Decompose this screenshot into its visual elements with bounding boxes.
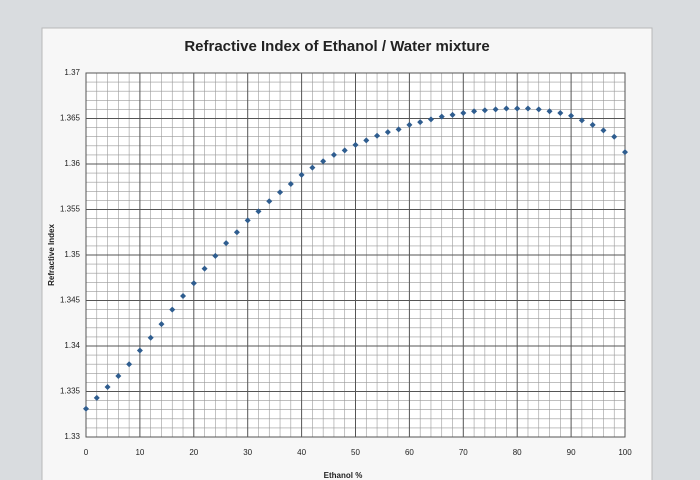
x-tick-label: 90 bbox=[567, 448, 576, 457]
data-point bbox=[93, 394, 100, 401]
data-point bbox=[298, 171, 305, 178]
data-point bbox=[223, 240, 230, 247]
data-point bbox=[449, 111, 456, 118]
data-point bbox=[341, 147, 348, 154]
y-axis-title: Refractive Index bbox=[47, 224, 56, 286]
data-point bbox=[212, 252, 219, 259]
data-point bbox=[320, 158, 327, 165]
y-tick-label: 1.365 bbox=[60, 114, 81, 123]
data-point bbox=[147, 334, 154, 341]
data-point bbox=[535, 106, 542, 113]
data-point bbox=[374, 132, 381, 139]
data-point bbox=[233, 229, 240, 236]
data-point bbox=[578, 117, 585, 124]
data-point bbox=[136, 347, 143, 354]
y-tick-label: 1.34 bbox=[64, 341, 80, 350]
x-tick-label: 10 bbox=[135, 448, 144, 457]
data-point bbox=[384, 129, 391, 136]
data-point bbox=[546, 108, 553, 115]
data-point bbox=[244, 217, 251, 224]
x-tick-label: 70 bbox=[459, 448, 468, 457]
data-point bbox=[524, 105, 531, 112]
data-point bbox=[104, 383, 111, 390]
data-point bbox=[352, 141, 359, 148]
data-point bbox=[557, 110, 564, 117]
data-point bbox=[600, 127, 607, 134]
data-point bbox=[83, 405, 89, 412]
data-point bbox=[568, 112, 575, 119]
x-tick-label: 40 bbox=[297, 448, 306, 457]
plot-border bbox=[85, 72, 626, 438]
y-tick-label: 1.345 bbox=[60, 296, 81, 305]
y-tick-label: 1.33 bbox=[64, 432, 80, 441]
data-point bbox=[471, 108, 478, 115]
data-point bbox=[611, 133, 618, 140]
data-point bbox=[330, 151, 337, 158]
data-point bbox=[622, 149, 628, 156]
data-point bbox=[309, 164, 316, 171]
x-tick-label: 60 bbox=[405, 448, 414, 457]
data-point bbox=[589, 121, 596, 128]
data-point bbox=[427, 116, 434, 123]
data-point bbox=[481, 107, 488, 114]
data-point bbox=[395, 126, 402, 133]
data-point bbox=[126, 361, 133, 368]
x-tick-label: 0 bbox=[84, 448, 89, 457]
data-point bbox=[406, 121, 413, 128]
data-point bbox=[503, 105, 510, 112]
data-point bbox=[158, 321, 165, 328]
x-tick-label: 20 bbox=[189, 448, 198, 457]
data-point bbox=[201, 265, 208, 272]
data-point bbox=[190, 280, 197, 287]
data-point bbox=[180, 292, 187, 299]
y-tick-label: 1.335 bbox=[60, 387, 81, 396]
data-point bbox=[460, 110, 467, 117]
x-tick-label: 100 bbox=[618, 448, 632, 457]
y-tick-label: 1.37 bbox=[64, 68, 80, 77]
data-point bbox=[169, 306, 176, 313]
y-tick-label: 1.355 bbox=[60, 205, 81, 214]
data-point bbox=[266, 198, 273, 205]
data-point bbox=[255, 208, 262, 215]
y-tick-label: 1.36 bbox=[64, 159, 80, 168]
data-point bbox=[438, 113, 445, 120]
x-tick-label: 30 bbox=[243, 448, 252, 457]
data-point bbox=[115, 373, 122, 380]
chart-title: Refractive Index of Ethanol / Water mixt… bbox=[184, 38, 489, 55]
x-axis-title: Ethanol % bbox=[324, 471, 363, 480]
data-point bbox=[417, 119, 424, 126]
x-tick-label: 50 bbox=[351, 448, 360, 457]
y-tick-label: 1.35 bbox=[64, 250, 80, 259]
x-tick-label: 80 bbox=[513, 448, 522, 457]
data-point bbox=[287, 181, 294, 188]
data-point bbox=[492, 106, 499, 113]
data-point bbox=[363, 137, 370, 144]
data-point bbox=[277, 189, 284, 196]
data-point bbox=[514, 105, 521, 112]
